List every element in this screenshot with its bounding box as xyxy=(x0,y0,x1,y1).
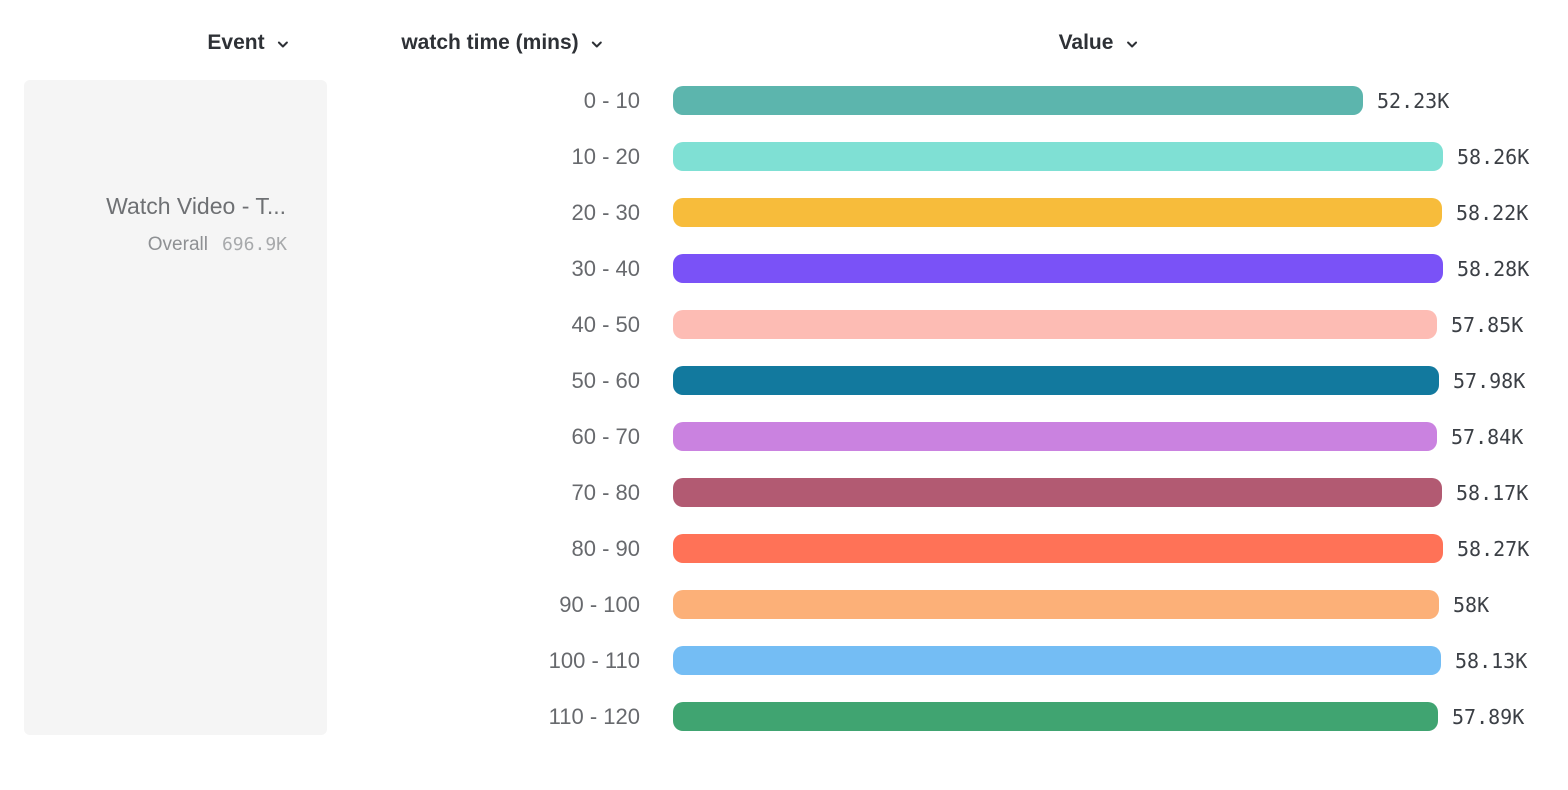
bucket-label: 90 - 100 xyxy=(559,592,640,617)
bar-segment[interactable] xyxy=(673,142,1443,171)
chart-row: 60 - 70 57.84K xyxy=(0,422,1568,451)
bucket-label: 70 - 80 xyxy=(571,480,641,505)
bar-value-label: 57.89K xyxy=(1452,705,1525,729)
bar-segment[interactable] xyxy=(673,422,1437,451)
event-title: Watch Video - T... xyxy=(106,193,286,219)
bucket-label: 30 - 40 xyxy=(571,256,641,281)
chart-row: 50 - 60 57.98K xyxy=(0,366,1568,395)
chart-row: 100 - 110 58.13K xyxy=(0,646,1568,675)
bucket-label: 60 - 70 xyxy=(571,424,641,449)
bucket-label: 20 - 30 xyxy=(571,200,641,225)
bar-segment[interactable] xyxy=(673,254,1443,283)
chart-row: 40 - 50 57.85K xyxy=(0,310,1568,339)
bucket-label: 80 - 90 xyxy=(571,536,641,561)
bar-segment[interactable] xyxy=(673,86,1363,115)
chevron-down-icon xyxy=(590,37,605,52)
chart-row: 20 - 30 58.22K xyxy=(0,198,1568,227)
bar-value-label: 58K xyxy=(1453,593,1490,617)
bar-segment[interactable] xyxy=(673,590,1439,619)
bar-value-label: 57.98K xyxy=(1453,369,1526,393)
chart-row: 80 - 90 58.27K xyxy=(0,534,1568,563)
chart-row: 30 - 40 58.28K xyxy=(0,254,1568,283)
chevron-down-icon xyxy=(276,37,291,52)
chart-row: 0 - 10 52.23K xyxy=(0,86,1568,115)
overall-value: 696.9K xyxy=(221,234,287,255)
bucket-label: 100 - 110 xyxy=(548,648,640,673)
bar-segment[interactable] xyxy=(673,478,1442,507)
bar-value-label: 58.26K xyxy=(1457,145,1530,169)
bar-value-label: 58.27K xyxy=(1457,537,1530,561)
bar-segment[interactable] xyxy=(673,646,1441,675)
chart-row: 70 - 80 58.17K xyxy=(0,478,1568,507)
bar-value-label: 58.17K xyxy=(1456,481,1529,505)
breakdown-column-header-label: watch time (mins) xyxy=(401,31,579,54)
bar-segment[interactable] xyxy=(673,198,1442,227)
bar-value-label: 58.28K xyxy=(1457,257,1530,281)
chart-row: 90 - 100 58K xyxy=(0,590,1568,619)
bucket-label: 0 - 10 xyxy=(583,88,640,113)
bar-value-label: 58.22K xyxy=(1456,201,1529,225)
chart-row: 10 - 20 58.26K xyxy=(0,142,1568,171)
chart-row: 110 - 120 57.89K xyxy=(0,702,1568,731)
value-column-header-label: Value xyxy=(1058,31,1114,54)
bucket-label: 40 - 50 xyxy=(571,312,641,337)
bar-segment[interactable] xyxy=(673,702,1438,731)
bar-value-label: 57.85K xyxy=(1451,313,1524,337)
bar-segment[interactable] xyxy=(673,310,1437,339)
event-card[interactable]: Watch Video - T... Overall 696.9K xyxy=(24,80,327,735)
bucket-label: 10 - 20 xyxy=(571,144,641,169)
value-column-header[interactable]: Value xyxy=(1059,29,1140,57)
event-overall-row: Overall 696.9K xyxy=(148,234,287,256)
overall-label: Overall xyxy=(147,234,208,255)
event-column-header-label: Event xyxy=(207,31,265,54)
bar-segment[interactable] xyxy=(673,366,1439,395)
bar-value-label: 57.84K xyxy=(1451,425,1524,449)
bar-value-label: 52.23K xyxy=(1377,89,1450,113)
bucket-label: 110 - 120 xyxy=(548,704,640,729)
chevron-down-icon xyxy=(1124,37,1139,52)
bucket-label: 50 - 60 xyxy=(571,368,641,393)
bar-value-label: 58.13K xyxy=(1455,649,1528,673)
breakdown-column-header[interactable]: watch time (mins) xyxy=(401,29,604,57)
bar-segment[interactable] xyxy=(673,534,1443,563)
event-column-header[interactable]: Event xyxy=(207,29,290,57)
